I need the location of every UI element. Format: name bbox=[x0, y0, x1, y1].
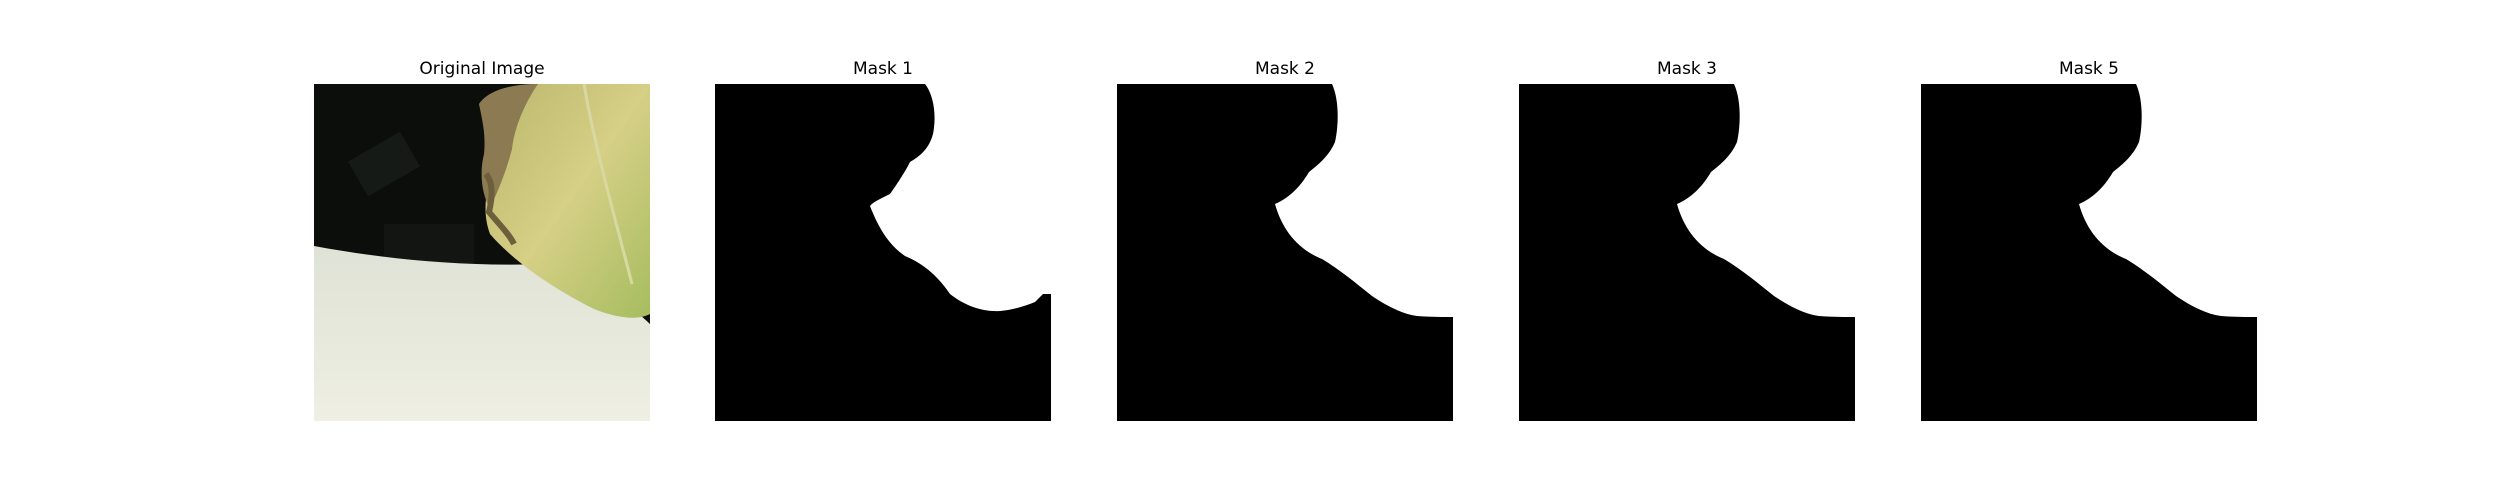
mask-2-image bbox=[1117, 84, 1453, 421]
panel-title: Mask 5 bbox=[2058, 59, 2119, 79]
panel-title: Mask 3 bbox=[1656, 59, 1717, 79]
panel-mask-3: Mask 3 bbox=[1519, 0, 1855, 500]
mask-3-image bbox=[1519, 84, 1855, 421]
mask-1-image bbox=[715, 84, 1051, 421]
panel-title: Mask 1 bbox=[852, 59, 913, 79]
panel-mask-1: Mask 1 bbox=[715, 0, 1051, 500]
original-image bbox=[314, 84, 650, 421]
panel-mask-5: Mask 5 bbox=[1921, 0, 2257, 500]
panel-title: Original Image bbox=[419, 59, 545, 79]
mask-5-image bbox=[1921, 84, 2257, 421]
panel-mask-2: Mask 2 bbox=[1117, 0, 1453, 500]
panel-original-image: Original Image bbox=[314, 0, 650, 500]
panel-title: Mask 2 bbox=[1254, 59, 1315, 79]
